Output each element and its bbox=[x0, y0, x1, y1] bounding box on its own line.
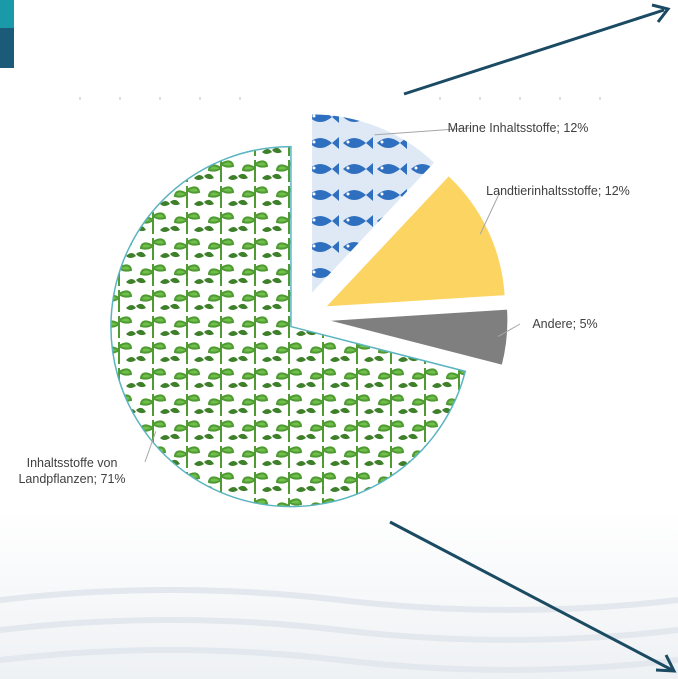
accent-block bbox=[0, 28, 14, 68]
leader-line bbox=[374, 127, 471, 136]
background-wave bbox=[0, 587, 678, 673]
data-label: Andere; 5% bbox=[505, 316, 625, 332]
label-category: Inhaltsstoffe von Landpflanzen; bbox=[18, 456, 118, 486]
pie-slice bbox=[311, 113, 436, 296]
label-value: 12% bbox=[604, 184, 630, 198]
label-value: 71% bbox=[100, 472, 126, 486]
label-value: 12% bbox=[563, 121, 589, 135]
label-category: Andere; bbox=[532, 317, 577, 331]
pie-slice bbox=[327, 308, 509, 366]
data-label: Inhaltsstoffe von Landpflanzen; 71% bbox=[0, 455, 147, 487]
label-category: Marine Inhaltsstoffe; bbox=[447, 121, 560, 135]
label-value: 5% bbox=[579, 317, 598, 331]
faint-ticks bbox=[79, 97, 601, 100]
data-label: Marine Inhaltsstoffe; 12% bbox=[433, 120, 603, 136]
arrows bbox=[389, 3, 677, 673]
pie-slice bbox=[110, 145, 467, 508]
data-label: Landtierinhaltsstoffe; 12% bbox=[473, 183, 643, 199]
label-category: Landtierinhaltsstoffe; bbox=[486, 184, 602, 198]
leader-line bbox=[497, 323, 521, 337]
pie-slice bbox=[324, 175, 506, 308]
accent-block bbox=[0, 0, 14, 28]
leader-line bbox=[144, 431, 157, 463]
leader-line bbox=[479, 191, 501, 235]
